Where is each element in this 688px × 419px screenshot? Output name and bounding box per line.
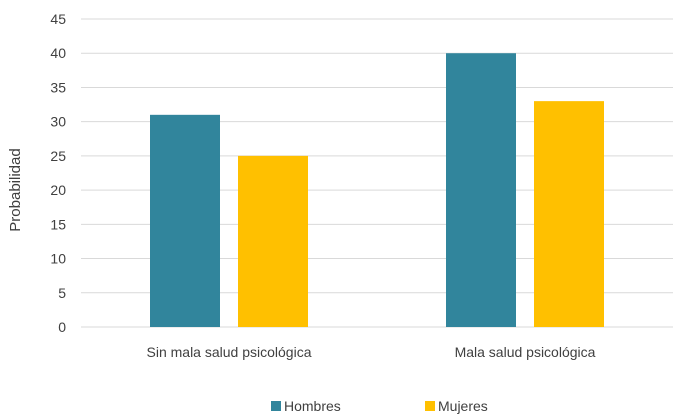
y-tick-label: 0 xyxy=(58,319,66,335)
y-tick-label: 5 xyxy=(58,285,66,301)
legend-swatch xyxy=(425,401,435,411)
bar-mujeres-2 xyxy=(534,101,604,327)
legend-label: Hombres xyxy=(284,398,341,414)
legend-swatch xyxy=(271,401,281,411)
legend: Hombres Mujeres xyxy=(271,398,488,414)
y-axis-ticks: 0 5 10 15 20 25 30 35 40 45 xyxy=(50,11,66,335)
legend-item-mujeres: Mujeres xyxy=(425,398,488,414)
y-tick-label: 15 xyxy=(50,216,66,232)
legend-label: Mujeres xyxy=(438,398,488,414)
y-axis-title: Probabilidad xyxy=(7,148,24,231)
legend-item-hombres: Hombres xyxy=(271,398,341,414)
y-tick-label: 35 xyxy=(50,79,66,95)
bars xyxy=(150,53,604,327)
y-tick-label: 20 xyxy=(50,182,66,198)
bar-mujeres-1 xyxy=(238,155,308,327)
x-axis-categories: Sin mala salud psicológica Mala salud psi… xyxy=(147,344,596,360)
bar-hombres-1 xyxy=(150,114,220,327)
y-tick-label: 25 xyxy=(50,148,66,164)
x-category-label: Mala salud psicológica xyxy=(455,344,596,360)
x-category-label: Sin mala salud psicológica xyxy=(147,344,312,360)
y-tick-label: 45 xyxy=(50,11,66,27)
y-tick-label: 30 xyxy=(50,114,66,130)
bar-hombres-2 xyxy=(446,53,516,327)
y-tick-label: 10 xyxy=(50,251,66,267)
y-tick-label: 40 xyxy=(50,45,66,61)
